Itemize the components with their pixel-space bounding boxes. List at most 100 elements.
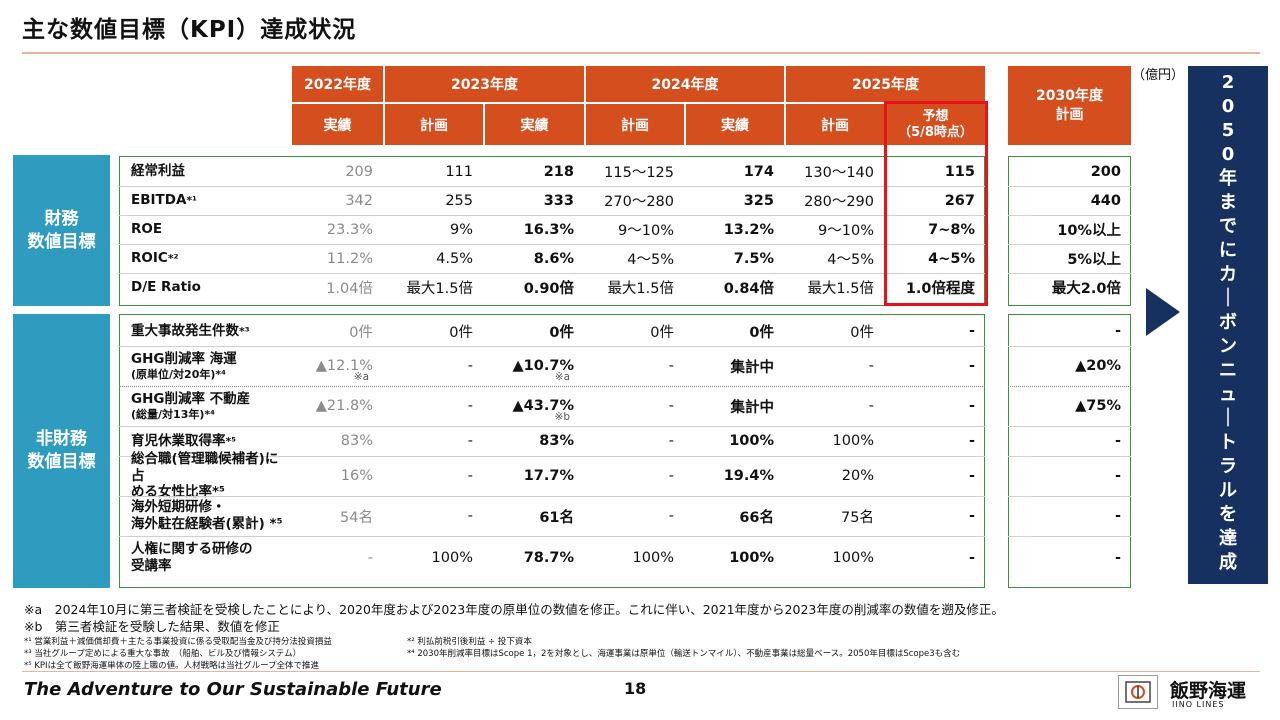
table-cell: ▲21.8% (315, 398, 373, 414)
kpi-label-text: ROIC (131, 250, 168, 267)
table-cell: 200 (1090, 163, 1121, 180)
table-cell: 13.2% (723, 221, 774, 238)
table-cell: 66名 (739, 509, 774, 526)
table-cell: 8.6% (533, 250, 574, 267)
table-cell: - (868, 358, 874, 374)
col-2024-actual: 実績 (686, 104, 784, 145)
table-cell: 100% (729, 433, 774, 449)
table-cell: 0件 (449, 324, 473, 341)
banner-char: ト (1219, 432, 1237, 453)
year-2022: 2022年度 (292, 66, 383, 102)
table-cell: - (467, 433, 473, 449)
footnote-3: *³ 当社グループ定めによる重大な事故 （船舶、ビル及び情報システム） (24, 649, 302, 659)
kpi-label: GHG削減率 海運 (原単位/対20年)*⁴ (121, 346, 291, 386)
banner-char: 5 (1221, 120, 1235, 141)
row-divider (1008, 273, 1131, 274)
table-cell: - (968, 468, 975, 484)
footnote-5: *⁵ KPIは全て飯野海運単体の陸上職の値。人材戦略は当社グループ全体で推進 (24, 661, 320, 671)
table-cell: - (668, 358, 674, 374)
banner-char: で (1219, 216, 1237, 237)
kpi-label: 海外短期研修・ 海外駐在経験者(累計) *⁵ (121, 496, 291, 536)
row-divider (119, 536, 985, 537)
table-cell: 0件 (650, 324, 674, 341)
table-cell: 5%以上 (1067, 252, 1121, 268)
table-cell: - (668, 433, 674, 449)
col-2023-actual: 実績 (485, 104, 584, 145)
forecast-label: 予想 (922, 108, 949, 124)
nonfinancial-table (119, 314, 985, 588)
table-cell: - (968, 508, 975, 524)
company-logo (1118, 675, 1158, 709)
banner-char: 達 (1219, 528, 1237, 549)
arrow-right-icon (1146, 288, 1180, 336)
kpi-label: ROIC *² (121, 244, 289, 273)
table-cell: 75名 (841, 509, 874, 526)
table-cell: 4~5% (928, 250, 975, 267)
company-name: 飯野海運 (1170, 680, 1247, 702)
table-cell: 10%以上 (1057, 223, 1121, 239)
table-cell: 20% (841, 468, 874, 484)
table-cell: 17.7% (523, 468, 574, 484)
table-cell: 100% (832, 433, 874, 449)
banner-char: ｜ (1219, 288, 1237, 309)
table-cell: - (1114, 508, 1121, 524)
row-divider (1008, 426, 1131, 427)
row-divider (1008, 244, 1131, 245)
col-2022-actual: 実績 (292, 104, 383, 145)
table-cell: ▲43.7% (512, 398, 574, 414)
table-cell: ▲12.1% (315, 358, 373, 374)
banner-char: を (1219, 504, 1237, 525)
table-cell: 0.84倍 (723, 281, 774, 297)
table-cell: - (1114, 468, 1121, 484)
note-marker: ※b (554, 411, 570, 423)
banner-char: ボ (1219, 312, 1237, 333)
table-cell: 最大2.0倍 (1051, 281, 1121, 297)
table-cell: - (968, 358, 975, 374)
kpi-label-text: GHG削減率 不動産 (131, 390, 251, 407)
kpi-label-text: ROE (131, 221, 163, 238)
table-cell: 4～5% (827, 252, 874, 268)
banner-char: ｜ (1219, 408, 1237, 429)
table-cell: 280～290 (804, 194, 874, 210)
row-divider (1008, 496, 1131, 497)
banner-char: に (1219, 240, 1237, 261)
row-divider (119, 215, 985, 216)
table-cell: ▲10.7% (512, 358, 574, 374)
row-divider (1008, 536, 1131, 537)
footnote-marker: *¹ (186, 193, 197, 207)
table-cell: 333 (543, 192, 574, 209)
note-b: ※b 第三者検証を受験した結果、数値を修正 (24, 619, 280, 634)
table-cell: - (467, 358, 473, 374)
kpi-label: 総合職(管理職候補者)に占 める女性比率*⁵ (121, 451, 291, 501)
plan-2030: 計画 (1055, 106, 1084, 123)
table-cell: 0件 (349, 324, 373, 341)
banner-char: ニ (1219, 360, 1237, 381)
table-cell: 78.7% (523, 550, 574, 566)
footnote-marker: *³ (239, 324, 250, 338)
table-cell: 最大1.5倍 (807, 281, 874, 297)
table-cell: ▲20% (1075, 358, 1121, 374)
table-cell: 130～140 (804, 165, 874, 181)
financial-section-label: 財務 数値目標 (13, 155, 110, 306)
nonfinancial-section-label: 非財務 数値目標 (13, 314, 110, 588)
table-cell: - (968, 433, 975, 449)
table-cell: 23.3% (326, 221, 373, 238)
kpi-label-text: EBITDA (131, 192, 187, 209)
table-cell: 4～5% (627, 252, 674, 268)
row-divider (1008, 215, 1131, 216)
table-cell: 174 (743, 163, 774, 180)
table-cell: ▲75% (1075, 398, 1121, 414)
footnote-marker: *² (167, 251, 179, 265)
table-cell: 0.90倍 (523, 281, 574, 297)
table-cell: 218 (543, 163, 574, 180)
financial-2030-table (1008, 156, 1131, 306)
row-divider (119, 244, 985, 245)
table-cell: - (668, 398, 674, 414)
table-cell: 0件 (850, 324, 874, 341)
row-divider (119, 346, 985, 347)
financial-table (119, 156, 985, 306)
kpi-label-sub: (原単位/対20年)*⁴ (131, 367, 226, 381)
table-cell: 267 (944, 192, 975, 209)
kpi-label-text: 重大事故発生件数 (131, 322, 239, 339)
table-cell: 16% (340, 468, 373, 484)
